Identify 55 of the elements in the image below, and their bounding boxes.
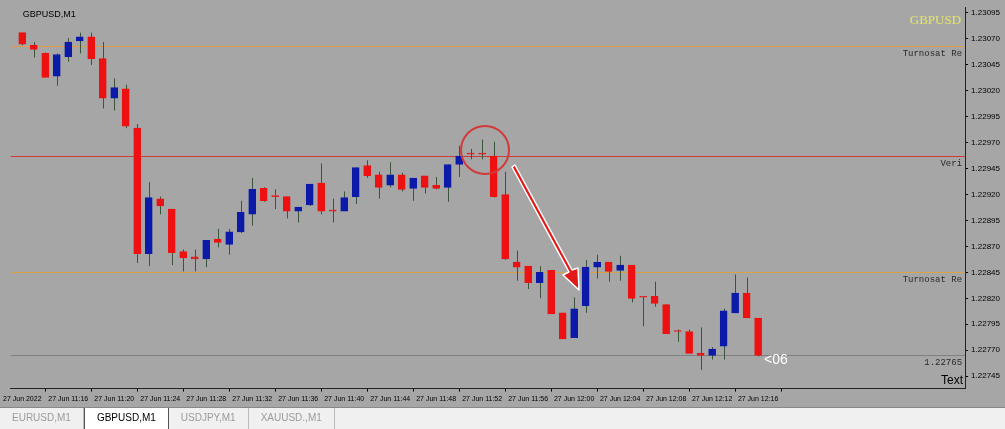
y-tick-label: 1.23020 [971,86,1001,96]
candlestick [236,200,245,234]
y-tick-label: 1.22945 [971,163,1001,173]
candlestick [87,32,96,66]
candlestick [52,52,61,87]
candlestick [374,171,383,200]
y-tick-label: 1.22870 [971,241,1001,251]
candlestick [64,37,73,63]
chart-title: GBPUSD,M1 [22,8,76,19]
candlestick [225,228,234,256]
y-tick-label: 1.23045 [971,60,1001,70]
ref-line-label: Veri [940,159,963,170]
candlestick [455,145,464,178]
candlestick [305,183,314,207]
candlestick [696,326,705,371]
candlestick [386,161,395,188]
text: USDJPY,M1 [168,408,249,429]
y-tick-label: 1.22820 [971,293,1001,303]
text: GBPUSD,M1 [83,408,169,429]
y-tick-label: 1.22920 [971,189,1001,199]
candlestick [110,77,119,112]
candlestick [397,172,406,192]
candlestick [190,249,199,272]
candlestick [731,273,739,314]
candlestick [213,228,222,248]
candlestick [328,198,337,224]
candlestick [512,250,521,282]
candlestick [524,265,532,290]
y-tick-label: 1.22770 [971,345,1001,355]
y-tick-label: 1.22745 [971,371,1001,381]
y-tick-label: 1.22795 [971,319,1001,329]
candlestick [616,255,624,282]
ref-line-label: Turnosat Re [902,49,963,60]
candlestick [593,254,601,280]
annotation: GBPUSD [909,11,962,28]
candlestick [248,177,257,227]
candlestick [179,249,188,272]
candlestick [41,51,50,78]
ref-line-label: Turnosat Re [902,275,963,286]
y-tick-label: 1.23070 [971,34,1001,44]
candlestick [202,239,211,268]
ref-line-label: 1.22765 [924,358,963,369]
y-tick-label: 1.23095 [971,8,1001,18]
annotation: Text [941,372,964,387]
y-tick-label: 1.22995 [971,111,1001,121]
candlestick [478,139,487,160]
candlestick [639,295,647,327]
y-tick-label: 1.22845 [971,267,1001,277]
text: XAUUSD.,M1 [248,408,335,429]
annotation: <06 [764,351,788,368]
text: EURUSD,M1 [0,408,84,429]
y-tick-label: 1.22970 [971,137,1001,147]
candlestick [443,163,452,203]
candlestick [466,148,475,160]
y-tick-label: 1.22895 [971,215,1001,225]
